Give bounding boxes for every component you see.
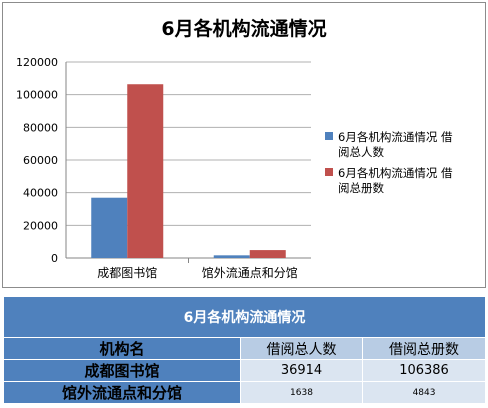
- row-label: 成都图书馆: [3, 359, 241, 382]
- legend-swatch: [325, 132, 333, 140]
- table-row: 成都图书馆 36914 106386: [3, 359, 487, 382]
- bar-borrowers: [213, 255, 250, 258]
- table-title: 6月各机构流通情况: [2, 296, 487, 338]
- table-header-row: 机构名 借阅总人数 借阅总册数: [3, 337, 487, 360]
- bars: [91, 84, 286, 258]
- legend-swatch: [325, 168, 333, 176]
- chart-area: 6月各机构流通情况 0 20000 40000 60000 80000 100000 120…: [2, 2, 486, 288]
- y-tick-label: 100000: [16, 89, 58, 102]
- y-tick-label: 60000: [23, 154, 58, 167]
- legend-label: 阅总册数: [338, 181, 384, 195]
- header-total-borrowers: 借阅总人数: [240, 337, 363, 360]
- header-institution-name: 机构名: [3, 337, 241, 360]
- y-tick-label: 0: [51, 252, 58, 265]
- row-label: 馆外流通点和分馆: [3, 381, 241, 404]
- legend-label: 6月各机构流通情况 借: [338, 166, 453, 180]
- legend-label: 6月各机构流通情况 借: [338, 130, 453, 144]
- x-category-label: 馆外流通点和分馆: [202, 265, 298, 280]
- axes: [65, 62, 189, 263]
- y-tick-label: 120000: [16, 56, 58, 69]
- legend-label: 阅总人数: [338, 145, 384, 159]
- table-row: 馆外流通点和分馆 1638 4843: [3, 381, 487, 404]
- cell-borrowers: 1638: [240, 381, 363, 404]
- cell-volumes: 4843: [361, 381, 487, 404]
- y-tick-label: 80000: [23, 121, 58, 134]
- x-category-label: 成都图书馆: [97, 265, 157, 280]
- bar-chart: 6月各机构流通情况 0 20000 40000 60000 80000 100000 120…: [16, 17, 453, 280]
- bar-volumes: [127, 84, 164, 258]
- header-total-volumes: 借阅总册数: [361, 337, 487, 360]
- chart-title: 6月各机构流通情况: [161, 17, 326, 40]
- cell-volumes: 106386: [361, 359, 487, 382]
- cell-borrowers: 36914: [240, 359, 363, 382]
- data-table: 6月各机构流通情况 机构名 借阅总人数 借阅总册数 成都图书馆 36914 10…: [2, 296, 487, 404]
- bar-borrowers: [91, 197, 128, 258]
- table-title-row: 6月各机构流通情况: [2, 296, 487, 338]
- y-tick-label: 40000: [23, 187, 58, 200]
- axis-labels: 0 20000 40000 60000 80000 100000 120000 成都图书馆 馆外…: [16, 56, 298, 280]
- y-tick-label: 20000: [23, 219, 58, 232]
- bar-volumes: [249, 250, 286, 258]
